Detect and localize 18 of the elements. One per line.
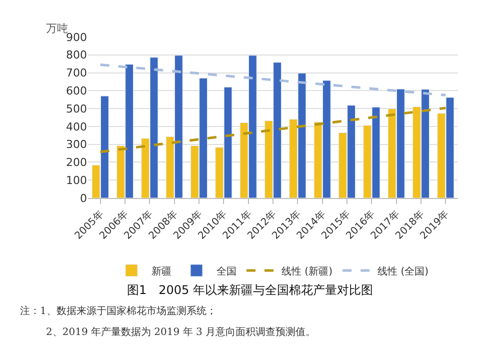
text: 2、2019 年产量数据为 2019 年 3 月意向面积调查预测值。 [46,326,316,338]
y-axis-title: 万吨 [46,22,68,35]
legend-label: 新疆 [152,265,172,278]
y-tick-label: 500 [66,102,87,116]
y-tick-label: 400 [66,120,87,134]
text: 图1 2005 年以来新疆与全国棉花产量对比图 [127,283,373,298]
y-tick-label: 100 [66,174,87,187]
legend-label: 线性 (全国) [378,265,429,278]
y-tick-label: 800 [66,48,87,62]
legend-label: 全国 [216,265,236,278]
legend-label: 线性 (新疆) [282,265,333,278]
text: 注：1、数据来源于国家棉花市场监测系统； [20,305,216,317]
y-tick-label: 0 [80,192,87,205]
y-tick-label: 300 [66,138,87,152]
y-tick-label: 200 [66,156,87,170]
y-tick-label: 700 [66,66,87,80]
y-tick-label: 600 [66,84,87,98]
y-tick-label: 900 [66,30,87,44]
